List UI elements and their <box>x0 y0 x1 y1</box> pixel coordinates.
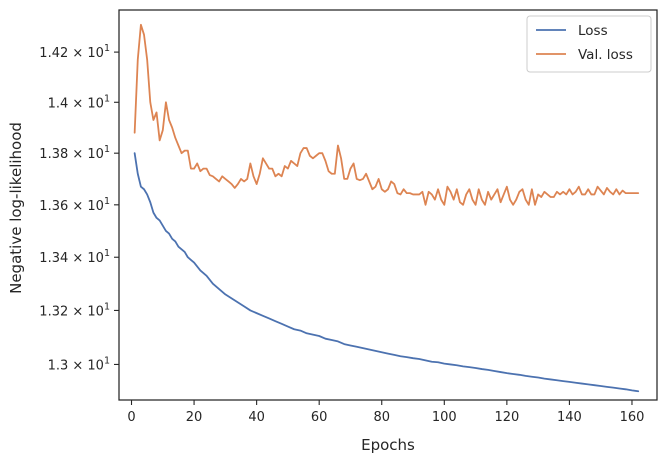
y-axis-label: Negative log-likelihood <box>7 122 25 294</box>
y-tick-label: 1.4 × 101 <box>48 93 110 111</box>
x-tick-label: 0 <box>127 410 135 425</box>
y-tick-label: 1.34 × 101 <box>39 248 110 266</box>
x-tick-label: 80 <box>373 410 390 425</box>
x-tick-label: 160 <box>620 410 645 425</box>
y-tick-label: 1.36 × 101 <box>39 196 110 214</box>
x-axis-ticks: 0 20 40 60 80 100 120 140 160 <box>127 400 644 425</box>
legend-label-val-loss: Val. loss <box>578 47 633 63</box>
x-tick-label: 140 <box>557 410 582 425</box>
axes-background <box>119 10 657 400</box>
y-axis-ticks: 1.3 × 101 1.32 × 101 1.34 × 101 1.36 × 101 1… <box>39 43 119 373</box>
legend: Loss Val. loss <box>526 15 652 73</box>
y-tick-label: 1.32 × 101 <box>39 301 110 319</box>
series-line-0 <box>133 152 640 393</box>
x-tick-label: 20 <box>186 410 203 425</box>
x-tick-label: 40 <box>248 410 265 425</box>
x-tick-label: 60 <box>311 410 328 425</box>
y-tick-label: 1.38 × 101 <box>39 144 110 162</box>
plot-area <box>118 9 658 401</box>
x-tick-label: 100 <box>432 410 457 425</box>
series-layer <box>133 23 640 393</box>
x-tick-label: 120 <box>494 410 519 425</box>
y-tick-label: 1.42 × 101 <box>39 43 110 61</box>
x-axis-label: Epochs <box>361 436 415 454</box>
y-tick-label: 1.3 × 101 <box>48 355 110 373</box>
series-line-1 <box>133 23 640 206</box>
legend-label-loss: Loss <box>578 23 608 39</box>
